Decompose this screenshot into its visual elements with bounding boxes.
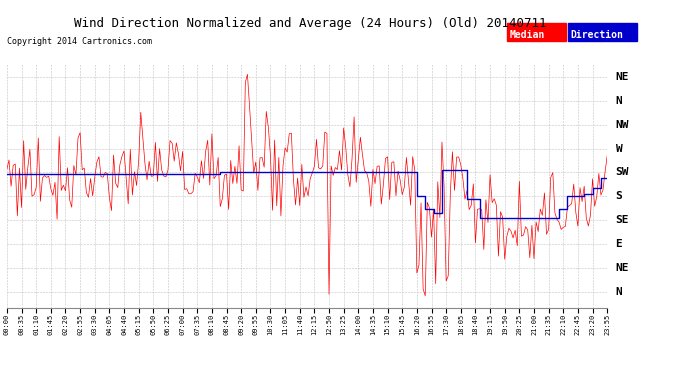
Text: Median: Median bbox=[510, 30, 545, 39]
Text: E: E bbox=[615, 239, 622, 249]
Text: SE: SE bbox=[615, 215, 629, 225]
Text: S: S bbox=[615, 191, 622, 201]
Text: Wind Direction Normalized and Average (24 Hours) (Old) 20140711: Wind Direction Normalized and Average (2… bbox=[75, 17, 546, 30]
Text: NW: NW bbox=[615, 120, 629, 130]
Text: SW: SW bbox=[615, 167, 629, 177]
Text: NE: NE bbox=[615, 72, 629, 82]
Text: NE: NE bbox=[615, 263, 629, 273]
Text: N: N bbox=[615, 96, 622, 106]
Text: N: N bbox=[615, 286, 622, 297]
Text: Copyright 2014 Cartronics.com: Copyright 2014 Cartronics.com bbox=[7, 38, 152, 46]
Text: W: W bbox=[615, 144, 622, 153]
Text: Direction: Direction bbox=[571, 30, 624, 39]
